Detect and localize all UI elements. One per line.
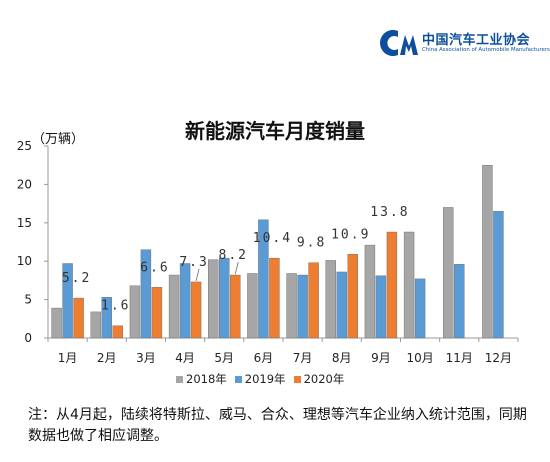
data-label: 10.9 — [331, 227, 370, 242]
data-label: 9.8 — [297, 236, 326, 251]
bar-2018年-9月 — [364, 244, 376, 339]
bar-2018年-12月 — [482, 164, 493, 339]
legend-item-2019年: 2019年 — [234, 371, 286, 387]
bar-2018年-7月 — [286, 273, 297, 339]
caam-logo-icon — [380, 30, 418, 56]
legend-label: 2019年 — [244, 372, 286, 386]
data-label: 13.8 — [370, 205, 409, 220]
x-tick-label: 6月 — [254, 351, 274, 365]
bar-2019年-8月 — [336, 271, 347, 339]
x-tick-label: 10月 — [406, 351, 433, 365]
bar-2018年-1月 — [51, 307, 62, 339]
data-label: 7.3 — [179, 255, 208, 270]
data-label: 10.4 — [253, 231, 292, 246]
data-label-leader — [234, 261, 239, 275]
y-tick-label: 0 — [24, 331, 32, 345]
legend-swatch — [234, 376, 242, 383]
bar-2019年-7月 — [297, 274, 308, 339]
bar-2020年-5月 — [230, 274, 241, 339]
x-tick-label: 5月 — [214, 351, 234, 365]
bar-2020年-2月 — [112, 325, 123, 339]
bar-2020年-8月 — [347, 254, 358, 339]
x-tick-label: 8月 — [332, 351, 352, 365]
bar-2019年-3月 — [140, 249, 152, 339]
legend-swatch — [176, 376, 183, 383]
bar-2019年-9月 — [375, 275, 387, 339]
caam-logo: 中国汽车工业协会 China Association of Automobile… — [378, 26, 550, 66]
bar-2018年-4月 — [168, 274, 180, 339]
x-tick-label: 9月 — [371, 351, 391, 365]
bar-chart: 0 5 10 15 20 25 1月 2月 3月 4月 5月 6月 7月 8月 9月 10月 11月 12月 5.2… — [17, 139, 519, 365]
bar-2018年-3月 — [129, 285, 141, 339]
y-tick-label: 25 — [17, 139, 32, 153]
bar-2020年-1月 — [73, 297, 84, 339]
bar-2019年-1月 — [62, 263, 73, 339]
y-tick-label: 5 — [24, 293, 32, 307]
bar-2020年-3月 — [151, 287, 163, 339]
data-label: 5.2 — [62, 271, 91, 286]
x-tick-label: 7月 — [293, 351, 313, 365]
chart-title: 新能源汽车月度销量 — [185, 119, 365, 143]
bar-2018年-8月 — [325, 260, 336, 339]
bar-2020年-7月 — [308, 262, 319, 339]
bar-2018年-11月 — [443, 207, 454, 339]
legend-item-2020年: 2020年 — [293, 371, 345, 387]
bar-2018年-6月 — [247, 273, 258, 339]
bar-2019年-6月 — [258, 219, 269, 339]
bar-2019年-5月 — [219, 257, 230, 339]
legend-item-2018年: 2018年 — [176, 371, 227, 387]
bar-2019年-2月 — [101, 297, 112, 339]
x-tick-label: 2月 — [97, 351, 117, 365]
x-tick-label: 4月 — [175, 351, 195, 365]
data-label-leader — [195, 268, 200, 282]
bar-2018年-2月 — [90, 311, 101, 339]
legend-label: 2020年 — [303, 372, 345, 386]
x-tick-label: 11月 — [446, 351, 473, 365]
legend-label: 2018年 — [186, 372, 227, 386]
org-name-en: China Association of Automobile Manufact… — [422, 47, 550, 53]
y-axis-unit: （万辆） — [32, 132, 85, 147]
bar-2018年-10月 — [403, 231, 415, 339]
y-tick-label: 20 — [17, 177, 32, 191]
x-tick-label: 3月 — [136, 351, 156, 365]
bar-2018年-5月 — [208, 259, 219, 339]
bar-2019年-10月 — [414, 278, 426, 339]
y-tick-label: 10 — [17, 254, 32, 268]
bar-2020年-6月 — [269, 257, 280, 339]
x-tick-label: 12月 — [485, 351, 512, 365]
org-name-cn: 中国汽车工业协会 — [422, 33, 531, 48]
chart-legend: 2018年 2019年 2020年 — [176, 371, 352, 387]
bar-2020年-4月 — [190, 281, 202, 339]
x-tick-label: 1月 — [58, 351, 78, 365]
y-tick-label: 15 — [17, 216, 32, 230]
bar-2019年-11月 — [454, 264, 465, 339]
bar-2020年-9月 — [386, 231, 398, 339]
legend-swatch — [293, 376, 301, 383]
footnote: 注：从4月起，陆续将特斯拉、威马、合众、理想等汽车企业纳入统计范围，同期数据也做… — [28, 407, 527, 444]
data-label: 6.6 — [140, 260, 169, 275]
data-label: 8.2 — [219, 248, 248, 263]
data-label: 1.6 — [101, 299, 130, 314]
bar-2019年-4月 — [179, 263, 191, 339]
bar-2019年-12月 — [493, 211, 504, 339]
